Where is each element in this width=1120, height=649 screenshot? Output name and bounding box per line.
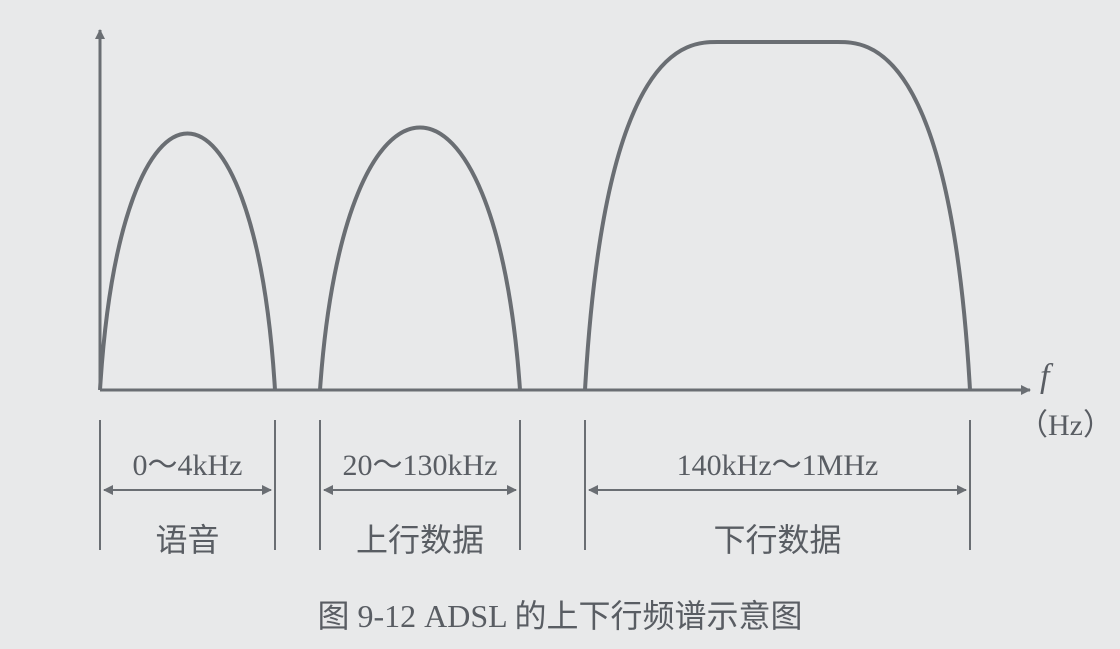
band-label-upstream: 上行数据: [320, 515, 520, 561]
x-axis-label: f: [1040, 358, 1049, 396]
range-label-downstream: 140kHz～1MHz: [585, 440, 970, 484]
range-label-upstream: 20～130kHz: [320, 440, 520, 484]
band-label-voice: 语音: [100, 515, 275, 561]
x-axis-unit: （Hz）: [1018, 400, 1113, 444]
diagram-svg: [30, 20, 1090, 580]
band-label-downstream: 下行数据: [585, 515, 970, 561]
figure-caption: 图 9-12 ADSL 的上下行频谱示意图: [0, 591, 1120, 637]
range-label-voice: 0～4kHz: [100, 440, 275, 484]
spectrum-diagram: f （Hz） 0～4kHz语音20～130kHz上行数据140kHz～1MHz下…: [30, 20, 1090, 630]
